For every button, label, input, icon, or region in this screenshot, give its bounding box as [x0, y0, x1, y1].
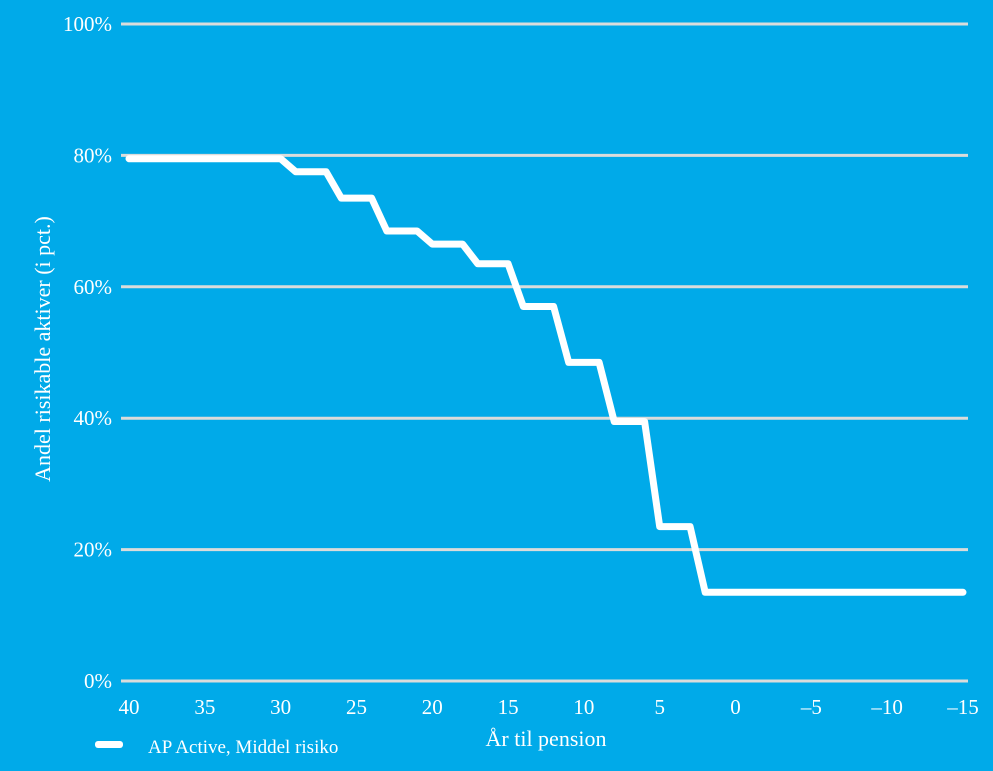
y-tick-label: 60%	[74, 275, 113, 299]
x-axis-title: År til pension	[486, 726, 607, 751]
x-tick-label: 35	[194, 695, 215, 719]
legend-line-swatch	[95, 741, 123, 748]
y-tick-label: 0%	[84, 669, 112, 693]
x-tick-label: –5	[800, 695, 822, 719]
x-axis-tick-labels: 40 35 30 25 20 15 10 5 0 –5 –10 –15	[119, 695, 979, 719]
x-tick-label: –15	[946, 695, 979, 719]
legend-label: AP Active, Middel risiko	[148, 737, 338, 758]
x-tick-label: –10	[870, 695, 903, 719]
y-tick-label: 80%	[74, 143, 113, 167]
x-tick-label: 20	[422, 695, 443, 719]
x-tick-label: 0	[730, 695, 741, 719]
legend: AP Active, Middel risiko	[95, 737, 338, 758]
x-tick-label: 15	[498, 695, 519, 719]
x-tick-label: 40	[119, 695, 140, 719]
y-tick-label: 20%	[74, 538, 113, 562]
y-tick-label: 100%	[63, 12, 112, 36]
x-tick-label: 5	[654, 695, 665, 719]
y-axis-tick-labels: 0% 20% 40% 60% 80% 100%	[63, 12, 112, 693]
x-tick-label: 10	[573, 695, 594, 719]
y-axis-title: Andel risikable aktiver (i pct.)	[30, 216, 55, 482]
x-tick-label: 25	[346, 695, 367, 719]
x-tick-label: 30	[270, 695, 291, 719]
y-tick-label: 40%	[74, 406, 113, 430]
series-line-ap-active	[125, 155, 967, 596]
